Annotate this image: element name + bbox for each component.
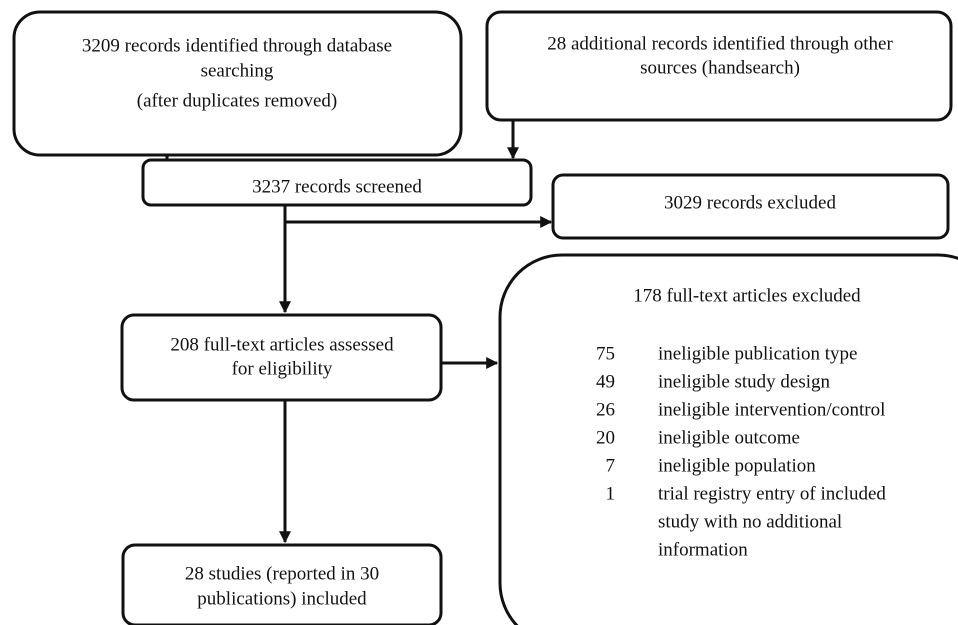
box bbox=[141, 158, 533, 207]
reason-text: ineligible population bbox=[658, 455, 816, 476]
box-text: 3029 records excluded bbox=[664, 192, 836, 213]
reason-text: information bbox=[658, 539, 748, 560]
reason-text: ineligible outcome bbox=[658, 427, 800, 448]
reason-count: 75 bbox=[596, 343, 615, 364]
box bbox=[121, 543, 443, 625]
box-text: 28 additional records identified through… bbox=[547, 33, 893, 54]
box-text: searching bbox=[201, 60, 274, 81]
reason-text: ineligible publication type bbox=[658, 343, 857, 364]
reason-text: trial registry entry of included bbox=[658, 483, 886, 504]
reason-text: ineligible intervention/control bbox=[658, 399, 885, 420]
box-text: sources (handsearch) bbox=[640, 57, 800, 78]
reason-count: 26 bbox=[596, 399, 615, 420]
box-text: (after duplicates removed) bbox=[137, 90, 337, 111]
box-text: 3237 records screened bbox=[252, 176, 422, 197]
box bbox=[120, 313, 443, 402]
box-text: 28 studies (reported in 30 bbox=[185, 563, 379, 584]
box bbox=[551, 173, 950, 240]
box-text: 208 full-text articles assessed bbox=[170, 334, 394, 355]
box bbox=[12, 10, 463, 157]
reason-count: 7 bbox=[606, 455, 616, 476]
reason-count: 1 bbox=[606, 483, 616, 504]
box bbox=[485, 10, 953, 122]
box-text: for eligibility bbox=[232, 358, 333, 379]
reason-list: 75 ineligible publication type 49 ineligibl… bbox=[596, 343, 886, 560]
box-text: publications) included bbox=[197, 588, 367, 609]
reason-count: 20 bbox=[596, 427, 615, 448]
reason-text: ineligible study design bbox=[658, 371, 831, 392]
reason-count: 49 bbox=[596, 371, 615, 392]
box-text: 3209 records identified through database bbox=[82, 35, 392, 56]
box-title: 178 full-text articles excluded bbox=[633, 285, 861, 306]
reason-text: study with no additional bbox=[658, 511, 842, 532]
box bbox=[498, 253, 958, 625]
